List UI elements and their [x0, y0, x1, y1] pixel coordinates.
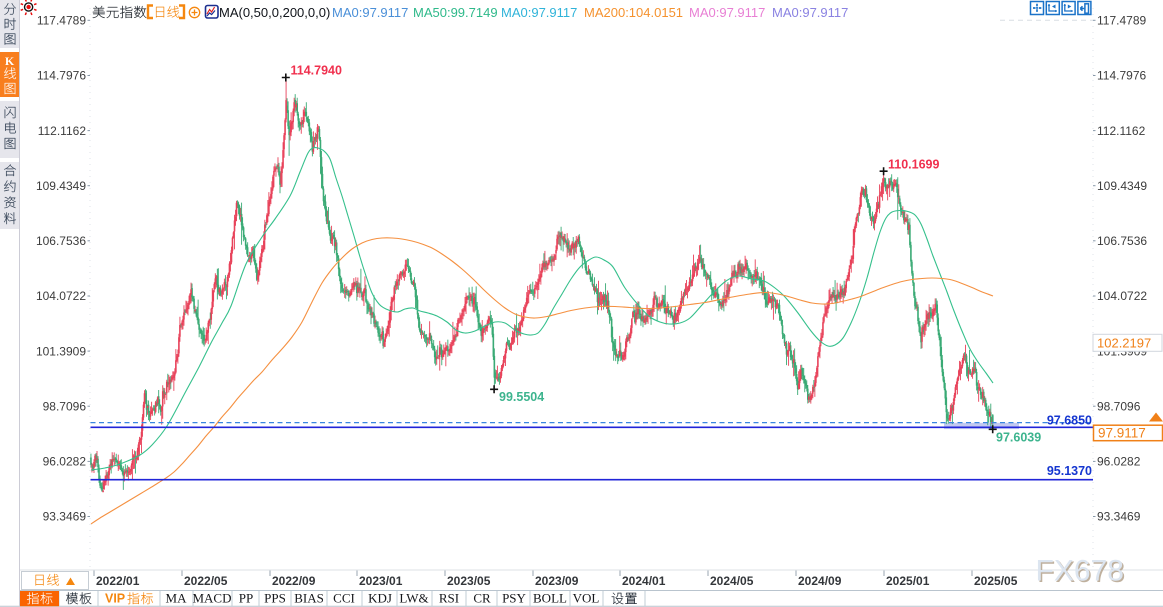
svg-text:MA: MA	[166, 591, 188, 606]
svg-text:MA200:104.0151: MA200:104.0151	[584, 5, 683, 20]
svg-text:RSI: RSI	[439, 591, 459, 606]
svg-text:KDJ: KDJ	[368, 591, 392, 606]
svg-text:96.0282: 96.0282	[1097, 455, 1141, 469]
svg-text:2024/01: 2024/01	[622, 574, 666, 588]
svg-text:MA0:97.9117: MA0:97.9117	[332, 5, 408, 20]
svg-text:93.3469: 93.3469	[43, 510, 87, 524]
svg-text:2024/09: 2024/09	[798, 574, 842, 588]
svg-text:114.7976: 114.7976	[37, 69, 86, 83]
svg-text:MA0:97.9117: MA0:97.9117	[689, 5, 765, 20]
svg-text:2022/05: 2022/05	[184, 574, 228, 588]
svg-text:114.7940: 114.7940	[291, 63, 342, 77]
svg-text:101.3909: 101.3909	[36, 344, 86, 358]
svg-text:97.9117: 97.9117	[1098, 426, 1146, 441]
svg-text:CR: CR	[473, 591, 491, 606]
svg-text:2023/01: 2023/01	[359, 574, 403, 588]
svg-text:CCI: CCI	[333, 591, 355, 606]
svg-text:114.7976: 114.7976	[1097, 69, 1146, 83]
svg-text:VIP: VIP	[105, 592, 125, 606]
svg-text:96.0282: 96.0282	[43, 455, 87, 469]
svg-text:112.1162: 112.1162	[38, 124, 87, 138]
svg-text:98.7096: 98.7096	[1097, 399, 1141, 413]
svg-text:VOL: VOL	[573, 591, 600, 606]
svg-text:106.7536: 106.7536	[1097, 234, 1147, 248]
svg-text:2025/05: 2025/05	[974, 574, 1018, 588]
svg-text:PP: PP	[239, 591, 253, 606]
svg-text:98.7096: 98.7096	[43, 399, 87, 413]
svg-text:109.4349: 109.4349	[1097, 179, 1147, 193]
svg-text:95.1370: 95.1370	[1047, 464, 1092, 478]
svg-text:PPS: PPS	[264, 591, 286, 606]
svg-text:FX678: FX678	[1037, 556, 1125, 589]
svg-text:MA50:99.7149: MA50:99.7149	[413, 5, 498, 20]
svg-text:PSY: PSY	[502, 591, 526, 606]
svg-text:2023/05: 2023/05	[447, 574, 491, 588]
svg-text:2024/05: 2024/05	[710, 574, 754, 588]
svg-text:97.6039: 97.6039	[996, 430, 1041, 444]
svg-text:112.1162: 112.1162	[1097, 124, 1146, 138]
svg-text:MA0:97.9117: MA0:97.9117	[501, 5, 577, 20]
svg-text:2025/01: 2025/01	[886, 574, 930, 588]
svg-text:109.4349: 109.4349	[36, 179, 86, 193]
svg-text:104.0722: 104.0722	[1097, 289, 1147, 303]
svg-text:106.7536: 106.7536	[36, 234, 86, 248]
svg-text:99.5504: 99.5504	[499, 390, 544, 404]
svg-text:2022/09: 2022/09	[272, 574, 316, 588]
svg-text:MACD: MACD	[192, 591, 231, 606]
svg-text:117.4789: 117.4789	[1097, 14, 1146, 28]
svg-text:110.1699: 110.1699	[888, 158, 939, 172]
svg-text:FX678: FX678	[1036, 555, 1124, 588]
svg-text:2022/01: 2022/01	[96, 574, 140, 588]
svg-text:K: K	[5, 54, 15, 68]
svg-text:LW&: LW&	[399, 591, 428, 606]
svg-text:MA(0,50,0,200,0,0): MA(0,50,0,200,0,0)	[219, 5, 330, 20]
svg-text:102.2197: 102.2197	[1097, 336, 1151, 351]
svg-text:104.0722: 104.0722	[36, 289, 86, 303]
svg-text:117.4789: 117.4789	[37, 14, 86, 28]
svg-text:93.3469: 93.3469	[1097, 510, 1141, 524]
svg-text:2023/09: 2023/09	[535, 574, 579, 588]
svg-text:97.6850: 97.6850	[1047, 414, 1092, 428]
svg-text:BIAS: BIAS	[294, 591, 324, 606]
svg-text:BOLL: BOLL	[533, 591, 567, 606]
svg-text:MA0:97.9117: MA0:97.9117	[772, 5, 848, 20]
